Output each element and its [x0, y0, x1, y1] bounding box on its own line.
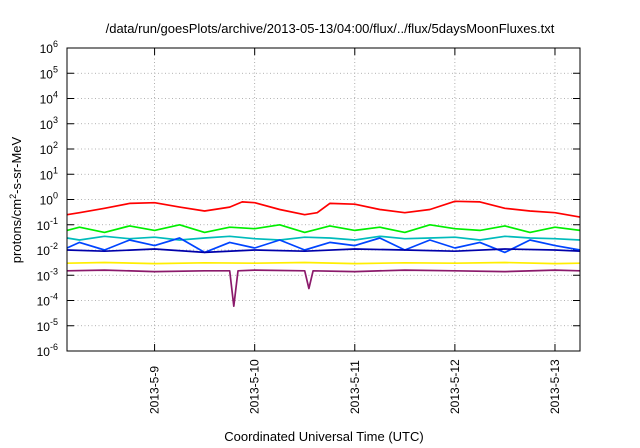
x-tick-label: 2013-5-12: [448, 359, 462, 414]
x-tick-label: 2013-5-13: [548, 359, 562, 414]
y-tick-label: 10-1: [37, 216, 58, 233]
series-line: [66, 237, 581, 254]
series-line: [66, 261, 581, 265]
y-tick-label: 10-4: [37, 292, 58, 309]
y-tick-label: 100: [40, 191, 58, 208]
y-tick-label: 106: [40, 39, 58, 56]
y-tick-labels: 10-6 10-5 10-4 10-3 10-2 10-1 100 101 102 103 104 1…: [37, 39, 58, 359]
y-axis-label: protons/cm2-s-sr-MeV: [8, 136, 24, 263]
plot-frame: [66, 47, 581, 352]
series-line: [66, 248, 581, 254]
y-tick-label: 10-2: [37, 241, 58, 258]
y-tick-label: 104: [40, 90, 58, 107]
x-axis-label: Coordinated Universal Time (UTC): [224, 429, 423, 444]
chart-title: /data/run/goesPlots/archive/2013-05-13/0…: [106, 21, 555, 36]
y-tick-label: 10-6: [37, 342, 58, 359]
y-tick-label: 102: [40, 140, 58, 157]
x-tick-label: 2013-5-9: [148, 366, 162, 414]
series-line: [66, 269, 581, 307]
x-tick-labels: 2013-5-9 2013-5-10 2013-5-11 2013-5-12 2013-…: [148, 359, 562, 414]
series-line: [66, 235, 581, 241]
series-line: [66, 200, 581, 218]
grid-lines: [67, 48, 580, 351]
x-tick-label: 2013-5-10: [248, 359, 262, 414]
x-tick-label: 2013-5-11: [348, 360, 362, 414]
y-tick-label: 101: [40, 165, 58, 182]
y-tick-label: 103: [40, 115, 58, 132]
y-tick-label: 10-3: [37, 266, 58, 283]
y-tick-label: 10-5: [37, 317, 58, 334]
data-series: [66, 200, 581, 307]
series-line: [66, 223, 581, 234]
y-tick-label: 105: [40, 64, 58, 81]
